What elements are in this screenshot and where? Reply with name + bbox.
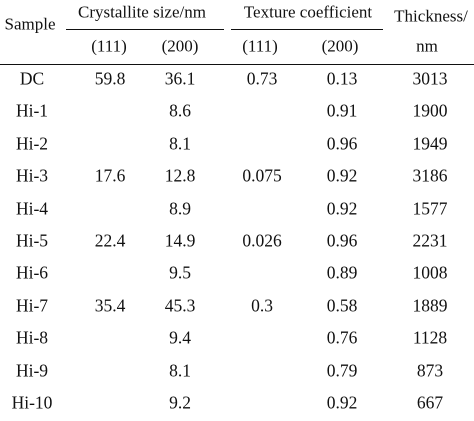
cell-thickness: 1008: [412, 262, 448, 283]
cell-crystallite-200: 36.1: [164, 68, 196, 89]
cell-sample: Hi-3: [15, 165, 49, 186]
header-sample: Sample: [4, 14, 56, 34]
cell-crystallite-200: 9.2: [169, 392, 191, 413]
header-bottom-rule: [0, 64, 474, 65]
cell-thickness: 1577: [412, 197, 448, 218]
cell-sample: Hi-6: [15, 262, 49, 283]
cell-sample: Hi-2: [15, 133, 49, 154]
cell-crystallite-200: 8.6: [169, 100, 191, 121]
cell-thickness: 1128: [412, 327, 448, 348]
subheader-200-texture: (200): [321, 36, 359, 56]
cell-crystallite-200: 12.8: [164, 165, 196, 186]
cell-texture-200: 0.58: [326, 295, 358, 316]
cell-thickness: 3013: [412, 68, 448, 89]
cell-thickness: 873: [416, 359, 444, 380]
cell-texture-111: 0.3: [251, 295, 273, 316]
header-texture-coefficient: Texture coefficient: [243, 2, 373, 22]
header-thickness-line2: nm: [416, 36, 438, 56]
cell-crystallite-200: 8.9: [169, 197, 191, 218]
cell-sample: Hi-10: [11, 392, 53, 413]
cell-thickness: 667: [416, 392, 444, 413]
cell-thickness: 1949: [412, 133, 448, 154]
cell-texture-200: 0.79: [326, 359, 358, 380]
cell-sample: Hi-8: [15, 327, 49, 348]
cell-texture-200: 0.92: [326, 197, 358, 218]
cell-thickness: 2231: [412, 230, 448, 251]
subheader-111-crystallite: (111): [91, 36, 127, 56]
cell-sample: Hi-1: [15, 100, 49, 121]
cell-crystallite-200: 8.1: [169, 133, 191, 154]
header-group-rule-texture: [231, 29, 383, 30]
cell-sample: Hi-4: [15, 197, 49, 218]
header-thickness-line1: Thickness/: [394, 6, 468, 26]
cell-texture-200: 0.76: [326, 327, 358, 348]
cell-crystallite-200: 9.5: [169, 262, 191, 283]
cell-texture-200: 0.92: [326, 392, 358, 413]
cell-sample: Hi-9: [15, 359, 49, 380]
cell-crystallite-200: 8.1: [169, 359, 191, 380]
header-crystallite-size: Crystallite size/nm: [78, 2, 206, 22]
cell-texture-200: 0.13: [326, 68, 358, 89]
cell-crystallite-111: 59.8: [94, 68, 126, 89]
cell-crystallite-200: 45.3: [164, 295, 196, 316]
cell-sample: DC: [19, 68, 45, 89]
cell-thickness: 1900: [412, 100, 448, 121]
cell-sample: Hi-7: [15, 295, 49, 316]
cell-texture-111: 0.026: [242, 230, 282, 251]
cell-crystallite-200: 14.9: [164, 230, 196, 251]
cell-crystallite-111: 17.6: [94, 165, 126, 186]
cell-texture-200: 0.91: [326, 100, 358, 121]
header-group-rule-crystallite: [66, 29, 224, 30]
cell-texture-111: 0.075: [242, 165, 282, 186]
cell-crystallite-200: 9.4: [169, 327, 191, 348]
cell-thickness: 3186: [412, 165, 448, 186]
cell-crystallite-111: 35.4: [94, 295, 126, 316]
cell-texture-200: 0.96: [326, 133, 358, 154]
cell-sample: Hi-5: [15, 230, 49, 251]
cell-texture-111: 0.73: [246, 68, 278, 89]
subheader-200-crystallite: (200): [161, 36, 199, 56]
cell-texture-200: 0.92: [326, 165, 358, 186]
cell-crystallite-111: 22.4: [94, 230, 126, 251]
cell-texture-200: 0.89: [326, 262, 358, 283]
subheader-111-texture: (111): [242, 36, 278, 56]
cell-texture-200: 0.96: [326, 230, 358, 251]
cell-thickness: 1889: [412, 295, 448, 316]
